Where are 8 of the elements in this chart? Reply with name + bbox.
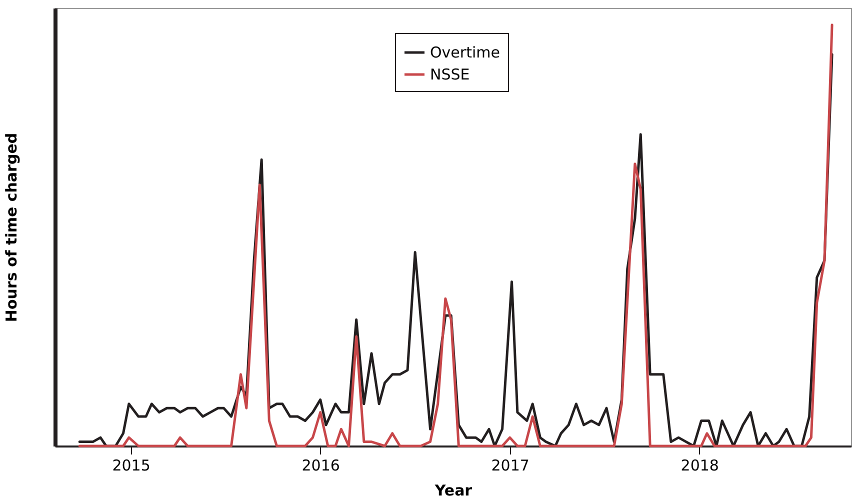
x-tick-label: 2017 [491, 456, 530, 474]
legend-label: Overtime [430, 44, 500, 62]
x-tick-label: 2015 [112, 456, 150, 474]
x-tick-label: 2018 [680, 456, 719, 474]
x-tick-label: 2016 [302, 456, 340, 474]
x-axis-title: Year [434, 482, 473, 500]
y-axis-title: Hours of time charged [2, 132, 20, 322]
legend-label: NSSE [430, 66, 470, 84]
